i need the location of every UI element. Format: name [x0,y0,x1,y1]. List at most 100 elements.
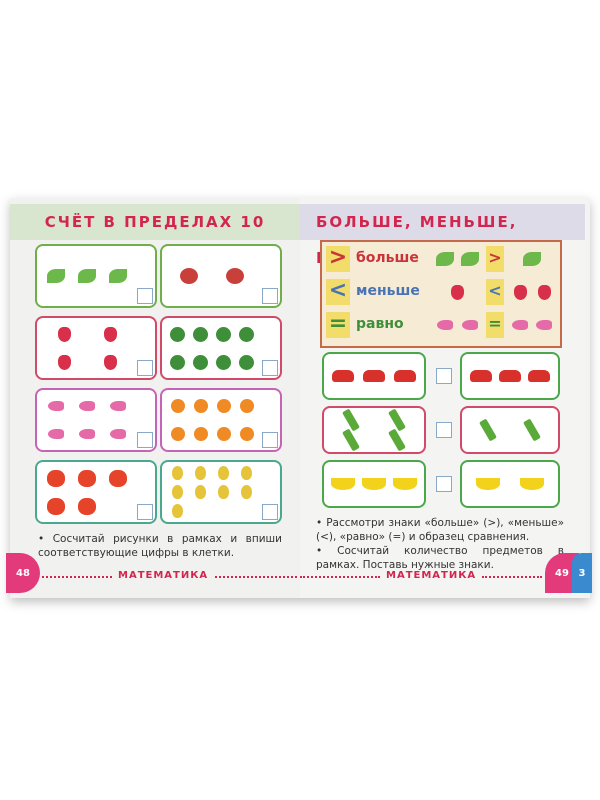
leaf-picture [460,252,479,266]
right-page-title: БОЛЬШЕ, МЕНЬШЕ, РАВНО [300,204,585,267]
compare-box-right [460,406,560,454]
pencil-picture [388,428,406,452]
answer-checkbox[interactable] [137,432,153,448]
open-book: СЧЁТ В ПРЕДЕЛАХ 10 • Сосчитай рисунки в … [6,198,592,598]
answer-checkbox[interactable] [137,288,153,304]
pear-picture [218,466,229,481]
fish-picture [109,429,126,439]
left-page-title: СЧЁТ В ПРЕДЕЛАХ 10 [10,204,300,240]
strawberry-picture [450,284,464,300]
counting-box [35,316,157,380]
watermelon-picture [193,354,208,370]
sign-label: меньше [356,283,420,299]
orange-picture [193,427,208,441]
pear-picture [195,485,206,499]
orange-picture [170,427,185,441]
apple-picture [47,469,66,487]
pear-picture [218,485,229,499]
leaf-picture [47,269,66,283]
right-page: БОЛЬШЕ, МЕНЬШЕ, РАВНО > больше > < меньше < = р… [300,198,592,598]
car-picture [469,370,492,382]
ladybug-picture [180,268,198,284]
leaf-picture [108,269,127,283]
right-footer: МАТЕМАТИКА [386,570,477,581]
left-footer: МАТЕМАТИКА [118,570,209,581]
pencil-picture [523,418,541,442]
fish-picture [79,401,95,411]
car-picture [363,370,385,382]
counting-box [35,388,157,452]
compare-box-left [322,352,426,400]
watermelon-picture [239,354,254,370]
answer-checkbox[interactable] [436,368,452,384]
answer-checkbox[interactable] [262,504,278,520]
orange-picture [239,427,254,441]
fish-picture [48,429,65,439]
compare-box-left [322,406,426,454]
compare-box-right [460,460,560,508]
watermelon-picture [239,326,254,342]
strawberry-picture [537,284,551,300]
divider [482,576,542,578]
pear-picture [241,466,252,481]
divider [42,576,112,578]
compare-box-right [460,352,560,400]
counting-box [160,244,282,308]
counting-box [160,316,282,380]
answer-checkbox[interactable] [262,288,278,304]
strawberry-picture [103,326,117,342]
apple-picture [78,469,96,487]
left-instruction: • Сосчитай рисунки в рамках и впиши соот… [38,533,282,559]
watermelon-picture [193,326,208,342]
sign-больше: > [326,246,350,272]
counting-box [35,460,157,524]
answer-checkbox[interactable] [262,360,278,376]
answer-checkbox[interactable] [436,476,452,492]
pear-picture [195,466,206,481]
pear-picture [172,503,183,518]
compare-box-left [322,460,426,508]
orange-picture [193,399,208,413]
comparison-legend: > больше > < меньше < = равно = [320,240,562,348]
answer-checkbox[interactable] [137,504,153,520]
fish-picture [79,429,95,439]
pencil-picture [342,428,360,452]
page-number-48: 48 [6,553,40,593]
counting-box [160,460,282,524]
sign-равно: = [486,312,504,338]
sign-больше: > [486,246,504,272]
answer-checkbox[interactable] [137,360,153,376]
section-tab: 3 [572,553,592,593]
apple-picture [47,497,66,515]
orange-picture [216,427,231,441]
strawberry-picture [57,354,71,370]
banana-picture [331,478,356,490]
banana-picture [362,478,386,490]
ladybug-picture [226,268,244,284]
orange-picture [216,399,231,413]
apple-picture [78,497,96,515]
answer-checkbox[interactable] [436,422,452,438]
car-picture [393,370,416,382]
apple-picture [108,469,127,487]
watermelon-picture [216,326,231,342]
answer-checkbox[interactable] [262,432,278,448]
sign-меньше: < [486,279,504,305]
pencil-picture [479,418,497,442]
orange-picture [239,399,254,413]
pear-picture [241,485,252,499]
pencil-picture [388,408,406,432]
strawberry-picture [57,326,71,342]
banana-picture [476,478,500,490]
sign-label: равно [356,316,404,332]
counting-box [160,388,282,452]
banana-picture [392,478,417,490]
car-picture [332,370,355,382]
fish-picture [48,401,65,411]
fish-picture [436,320,453,330]
watermelon-picture [170,354,185,370]
strawberry-picture [103,354,117,370]
fish-picture [109,401,126,411]
car-picture [499,370,521,382]
strawberry-picture [513,284,527,300]
